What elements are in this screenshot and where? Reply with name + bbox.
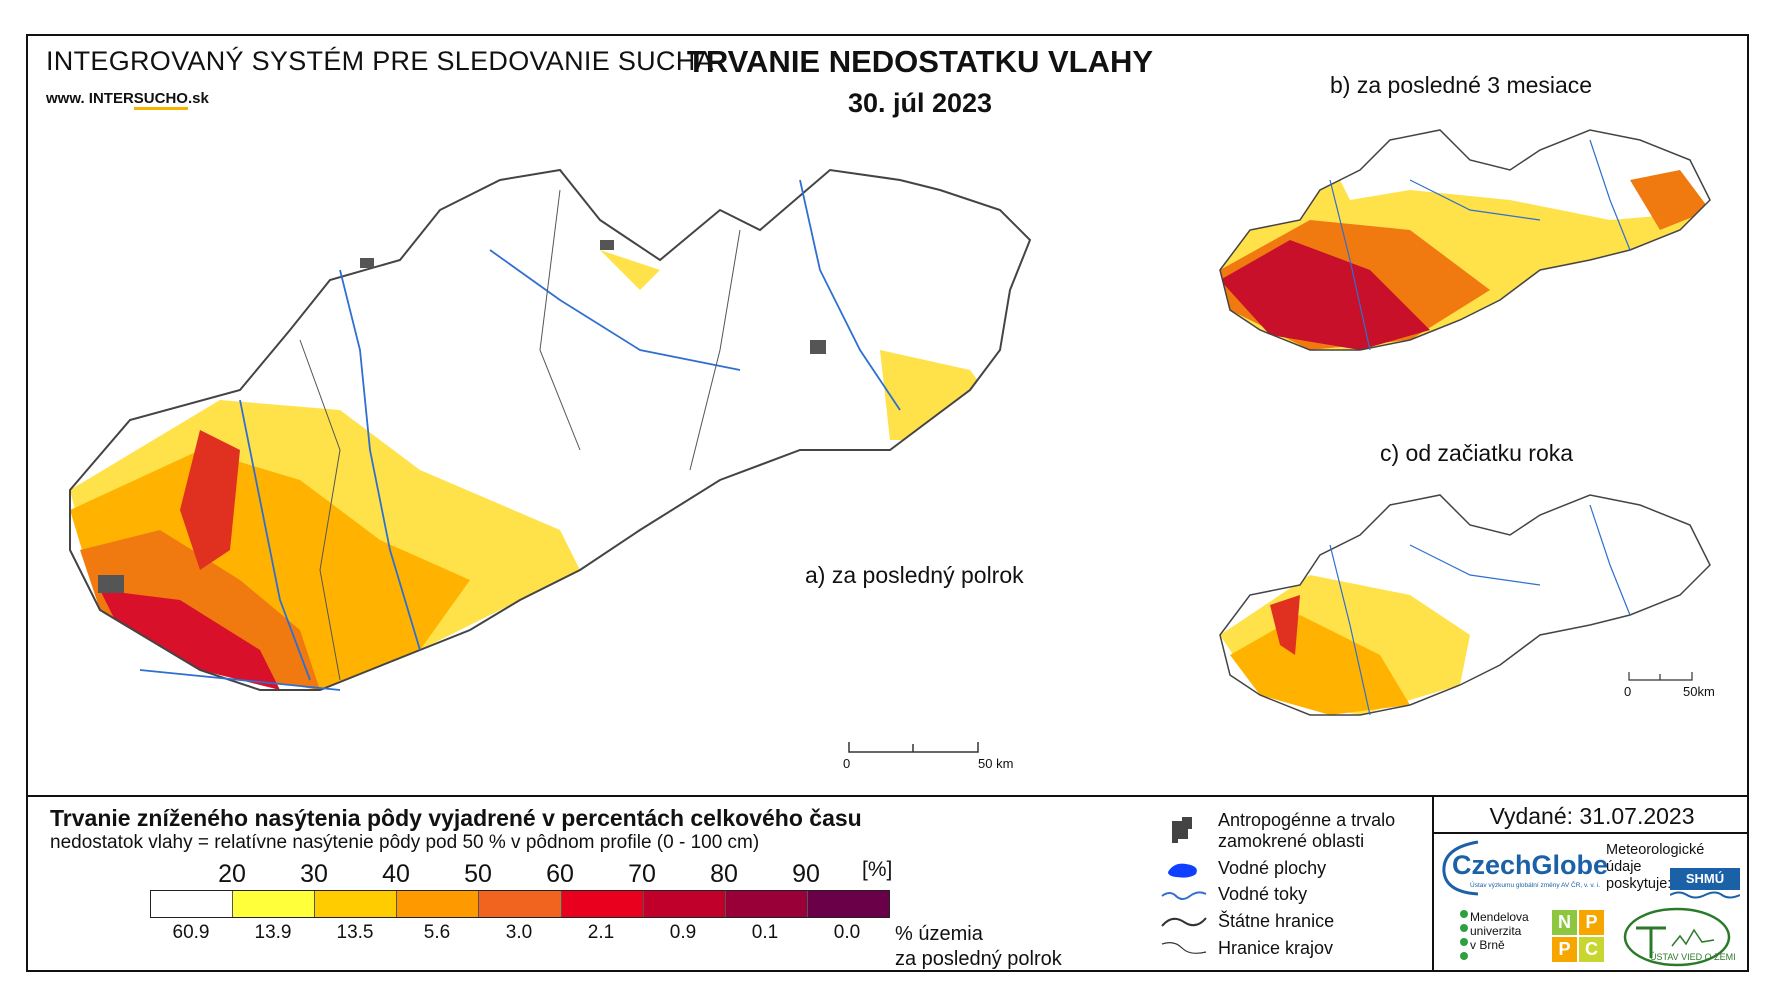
czechglobe-arc-icon — [1442, 840, 1479, 896]
pct-label-line1: % územia — [895, 923, 983, 945]
urban-area-icon — [1172, 817, 1192, 843]
state-border-icon — [1161, 917, 1207, 927]
map-frame — [26, 34, 1749, 972]
map-c — [1219, 494, 1711, 716]
river-icon — [1161, 891, 1207, 900]
region-border-icon — [1161, 942, 1207, 954]
legend-urban-line2: zamokrené oblasti — [1218, 831, 1365, 851]
mendel-dots-icon — [1460, 910, 1468, 960]
threshold-90: 90 — [792, 860, 820, 888]
scale-swatch-2 — [315, 891, 398, 917]
pct-1: 13.9 — [254, 922, 292, 943]
scale-swatch-4 — [479, 891, 562, 917]
nppc-p1: P — [1579, 910, 1604, 935]
scale-swatch-7 — [725, 891, 808, 917]
website-prefix: www. INTER — [46, 90, 134, 107]
uvz-text: ÚSTAV VIED O ZEMI — [1650, 952, 1736, 962]
pct-4: 3.0 — [505, 922, 533, 943]
threshold-60: 60 — [546, 860, 574, 888]
bottom-divider — [26, 795, 1749, 797]
legend-state-border: Štátne hranice — [1218, 911, 1335, 931]
mendel-logo: Mendelova univerzita v Brně — [1470, 910, 1529, 952]
legend-region-border: Hranice krajov — [1218, 938, 1334, 958]
pct-2: 13.5 — [336, 922, 374, 943]
legend-unit: [%] — [862, 858, 893, 881]
scale-swatch-5 — [561, 891, 644, 917]
pct-7: 0.1 — [751, 922, 779, 943]
meteo-line1: Meteorologické — [1606, 842, 1705, 858]
threshold-30: 30 — [300, 860, 328, 888]
scale-swatch-8 — [807, 891, 889, 917]
threshold-50: 50 — [464, 860, 492, 888]
pct-label: % územia za posledný polrok — [895, 922, 1062, 972]
nppc-p2: P — [1552, 937, 1577, 962]
mendel-line1: Mendelova — [1470, 910, 1529, 924]
mendel-line2: univerzita — [1470, 924, 1522, 938]
threshold-20: 20 — [218, 860, 246, 888]
water-body-icon — [1168, 863, 1197, 878]
czechglobe-subtitle: Ústav výzkumu globální změny AV ČR, v. v… — [1470, 882, 1601, 889]
scale-main-end: 50 km — [978, 756, 1014, 771]
meteo-line3: poskytuje: — [1606, 876, 1672, 892]
legend-title: Trvanie zníženého nasýtenia pôdy vyjadre… — [50, 805, 862, 831]
uvz-logo-icon — [1623, 907, 1731, 967]
nppc-c: C — [1579, 937, 1604, 962]
website-link[interactable]: www. INTERSUCHO.sk — [46, 90, 209, 110]
meteo-credit: Meteorologické údaje poskytuje: — [1606, 842, 1704, 893]
issued-date: Vydané: 31.07.2023 — [1489, 803, 1695, 829]
meteo-line2: údaje — [1606, 859, 1642, 875]
scale-swatch-6 — [643, 891, 726, 917]
threshold-70: 70 — [628, 860, 656, 888]
color-scale — [150, 890, 890, 918]
scale-swatch-3 — [397, 891, 480, 917]
pct-6: 0.9 — [669, 922, 697, 943]
nppc-n: N — [1552, 910, 1577, 935]
main-title: TRVANIE NEDOSTATKU VLAHY — [686, 44, 1154, 79]
mendel-line3: v Brně — [1470, 938, 1505, 952]
pct-8: 0.0 — [833, 922, 861, 943]
legend-urban: Antropogénne a trvalo zamokrené oblasti — [1218, 810, 1395, 852]
map-b — [1219, 129, 1711, 351]
legend-rivers: Vodné toky — [1218, 884, 1308, 904]
scale-bar-small — [1628, 672, 1693, 681]
pct-0: 60.9 — [172, 922, 210, 943]
scale-main-start: 0 — [843, 756, 851, 771]
threshold-40: 40 — [382, 860, 410, 888]
main-date: 30. júl 2023 — [847, 88, 993, 118]
system-title: INTEGROVANÝ SYSTÉM PRE SLEDOVANIE SUCHA — [46, 46, 714, 76]
pct-3: 5.6 — [423, 922, 451, 943]
legend-subtitle: nedostatok vlahy = relatívne nasýtenie p… — [50, 832, 760, 853]
pct-5: 2.1 — [587, 922, 615, 943]
legend-urban-line1: Antropogénne a trvalo — [1218, 810, 1396, 830]
czechglobe-logo: CzechGlobe — [1452, 850, 1609, 880]
scale-bar-main — [848, 742, 979, 753]
map-b-label: b) za posledné 3 mesiace — [1330, 72, 1593, 98]
pct-label-line2: za posledný polrok — [895, 948, 1062, 970]
footer-vertical-divider — [1432, 795, 1434, 972]
scale-swatch-1 — [233, 891, 316, 917]
website-highlight: SUCHO — [133, 90, 188, 110]
threshold-80: 80 — [710, 860, 738, 888]
footer-horizontal-divider — [1432, 832, 1749, 834]
shmu-logo: SHMÚ — [1670, 868, 1740, 890]
map-a-label: a) za posledný polrok — [805, 562, 1024, 588]
scale-small-start: 0 — [1624, 684, 1632, 699]
scale-small-end: 50km — [1683, 684, 1715, 699]
website-suffix: .sk — [187, 90, 209, 107]
map-c-label: c) od začiatku roka — [1380, 440, 1574, 466]
legend-water-bodies: Vodné plochy — [1218, 858, 1327, 878]
map-a — [69, 168, 1032, 691]
nppc-logo: N P P C — [1552, 910, 1604, 962]
shmu-wave-icon — [1670, 891, 1740, 899]
scale-swatch-0 — [151, 891, 234, 917]
